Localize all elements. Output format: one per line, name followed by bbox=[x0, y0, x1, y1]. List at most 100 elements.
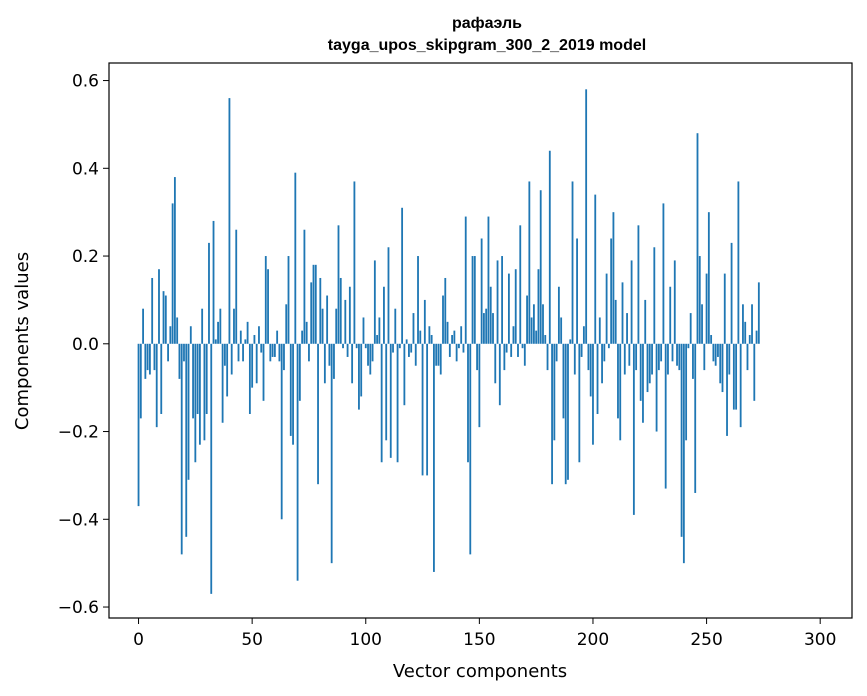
bar bbox=[653, 247, 656, 344]
bar bbox=[248, 343, 251, 414]
bar bbox=[262, 343, 265, 401]
bar bbox=[167, 343, 169, 362]
bar bbox=[517, 343, 519, 357]
y-tick-label: −0.2 bbox=[58, 423, 99, 443]
bar bbox=[673, 260, 676, 344]
bar bbox=[417, 256, 419, 344]
bar bbox=[476, 343, 478, 371]
x-tick-label: 50 bbox=[241, 630, 263, 650]
bar bbox=[323, 343, 326, 384]
bar bbox=[278, 343, 281, 362]
bar bbox=[205, 343, 208, 414]
bar bbox=[435, 343, 438, 366]
chart-title-line1: рафаэль bbox=[452, 15, 522, 32]
bar bbox=[467, 343, 469, 463]
bar bbox=[532, 304, 535, 344]
bar bbox=[448, 343, 451, 357]
bar bbox=[378, 317, 381, 344]
bar bbox=[439, 343, 442, 375]
bar bbox=[601, 343, 603, 384]
bar bbox=[271, 343, 274, 357]
bar bbox=[592, 343, 594, 445]
bar bbox=[437, 343, 440, 366]
bar bbox=[539, 190, 542, 344]
bar bbox=[696, 133, 699, 344]
bar bbox=[528, 181, 531, 344]
bar bbox=[283, 343, 285, 371]
bar bbox=[646, 343, 649, 393]
y-tick-label: −0.4 bbox=[58, 510, 99, 530]
y-axis-ticks: −0.6 −0.4 −0.2 0.0 0.2 0.4 0.6 bbox=[58, 72, 109, 618]
bar bbox=[344, 299, 347, 344]
bar bbox=[389, 343, 392, 458]
bar bbox=[310, 282, 313, 344]
y-tick-label: 0.6 bbox=[72, 72, 99, 92]
bar bbox=[326, 295, 329, 344]
bar bbox=[594, 194, 597, 344]
bar bbox=[287, 256, 290, 344]
bar bbox=[192, 343, 194, 419]
bar bbox=[623, 343, 626, 375]
bar bbox=[503, 343, 506, 371]
bar bbox=[360, 343, 363, 397]
bar bbox=[139, 343, 142, 419]
bar bbox=[557, 286, 560, 344]
bar bbox=[351, 343, 354, 384]
bar bbox=[285, 304, 288, 344]
bar bbox=[376, 335, 379, 344]
bar bbox=[748, 335, 751, 344]
bar bbox=[551, 343, 553, 485]
bar bbox=[403, 343, 406, 406]
bar bbox=[433, 343, 435, 572]
y-axis-label: Components values bbox=[12, 252, 33, 430]
bar bbox=[153, 343, 156, 371]
bar bbox=[564, 343, 567, 485]
bar bbox=[455, 343, 458, 362]
bar bbox=[589, 343, 592, 397]
x-tick-label: 300 bbox=[804, 630, 836, 650]
bar bbox=[173, 177, 176, 344]
bar bbox=[430, 335, 433, 344]
bar bbox=[714, 343, 717, 366]
bar bbox=[660, 343, 663, 362]
bar bbox=[235, 229, 238, 344]
bar bbox=[603, 343, 606, 362]
bar bbox=[298, 343, 301, 401]
bar bbox=[619, 343, 622, 441]
bar bbox=[644, 299, 647, 344]
bar bbox=[651, 343, 653, 375]
bar bbox=[628, 343, 631, 366]
bar bbox=[655, 343, 658, 432]
bar bbox=[707, 212, 710, 344]
y-tick-label: −0.6 bbox=[58, 598, 99, 618]
bar bbox=[203, 343, 206, 441]
bar bbox=[253, 335, 256, 344]
bar bbox=[487, 216, 490, 344]
bar bbox=[137, 343, 140, 507]
bar bbox=[723, 273, 726, 344]
bar bbox=[367, 343, 369, 366]
bar bbox=[330, 343, 333, 564]
bar bbox=[717, 343, 719, 357]
bar bbox=[605, 273, 608, 344]
bar bbox=[560, 317, 563, 344]
bar bbox=[273, 343, 276, 357]
bar bbox=[483, 313, 485, 344]
bar bbox=[607, 343, 610, 349]
bar bbox=[626, 313, 628, 344]
bar bbox=[505, 343, 508, 353]
bar bbox=[294, 172, 297, 344]
bar bbox=[460, 326, 463, 344]
bar bbox=[657, 343, 660, 371]
bar bbox=[519, 225, 522, 344]
bar bbox=[230, 343, 233, 375]
bar bbox=[567, 343, 569, 480]
bar bbox=[537, 269, 540, 344]
bar bbox=[423, 299, 426, 344]
bar bbox=[469, 343, 472, 555]
bar bbox=[446, 321, 449, 344]
bar bbox=[214, 339, 217, 344]
bar bbox=[223, 343, 226, 366]
bar bbox=[419, 330, 422, 344]
bar bbox=[158, 269, 160, 344]
